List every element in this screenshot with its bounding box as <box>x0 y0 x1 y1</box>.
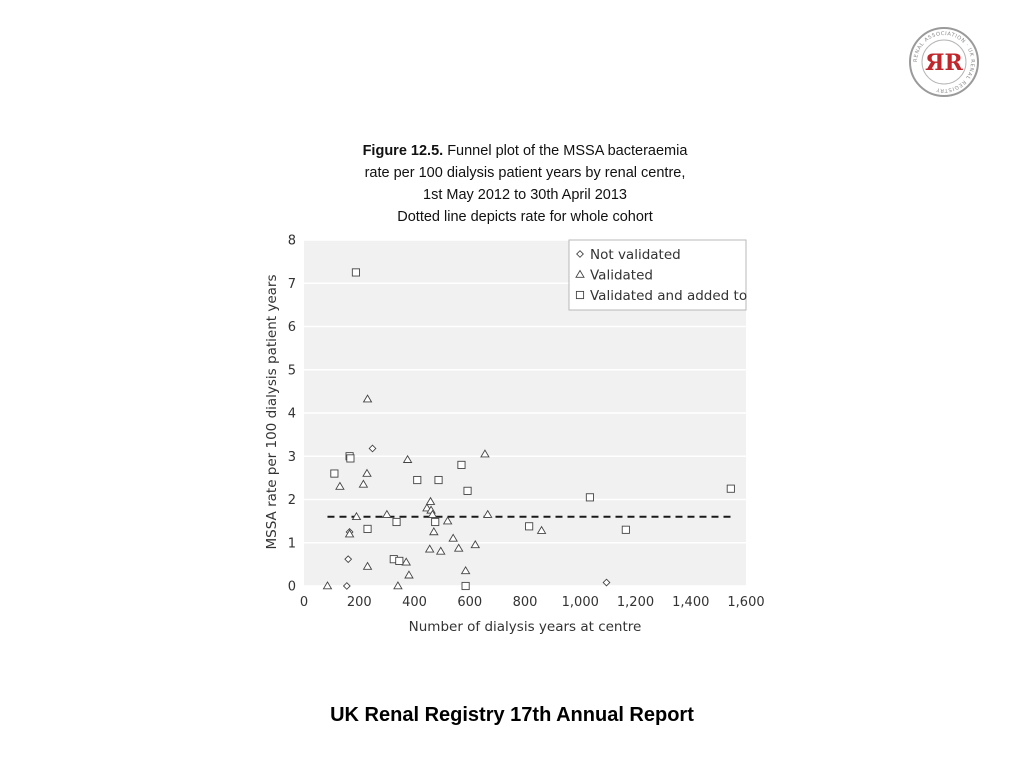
square-point <box>463 486 472 495</box>
square-point <box>395 556 404 565</box>
square-point <box>726 484 735 493</box>
caption-title: Funnel plot of the MSSA bacteraemia <box>443 143 688 159</box>
diamond-point <box>368 444 377 453</box>
square-point <box>461 581 470 591</box>
triangle-point <box>401 557 411 566</box>
caption-line-2: rate per 100 dialysis patient years by r… <box>364 165 686 181</box>
triangle-point <box>362 394 373 403</box>
triangle-point <box>460 565 471 575</box>
triangle-point <box>448 533 458 542</box>
triangle-point <box>404 570 414 579</box>
logo-letters: ЯR <box>925 50 963 76</box>
square-point <box>346 454 355 463</box>
y-tick-label: 8 <box>288 234 296 249</box>
square-point <box>431 517 440 527</box>
x-tick-label: 1,000 <box>562 595 599 610</box>
figure-label: Figure 12.5. <box>362 143 444 159</box>
x-tick-label: 800 <box>513 595 538 610</box>
triangle-point <box>536 525 547 534</box>
y-tick-label: 3 <box>288 450 296 465</box>
square-point <box>525 522 534 531</box>
legend-box <box>568 239 747 311</box>
triangle-point <box>402 454 413 463</box>
triangle-point <box>480 449 490 458</box>
triangle-point <box>362 468 372 477</box>
legend: Not validated Validated Validated and adde… <box>568 239 747 311</box>
caption-line-4: Dotted line depicts rate for whole cohor… <box>397 209 653 225</box>
x-axis-label: Number of dialysis years at centre <box>409 619 642 635</box>
x-tick-label: 0 <box>300 595 308 610</box>
y-tick-label: 0 <box>288 580 296 595</box>
y-tick-label: 2 <box>288 493 296 508</box>
triangle-point <box>382 509 392 518</box>
grid-lines <box>304 239 746 587</box>
diamond-point <box>602 578 611 587</box>
triangle-point <box>453 543 464 552</box>
square-point <box>621 525 630 534</box>
legend-triangle-icon <box>575 269 585 278</box>
legend-diamond-icon <box>576 250 584 258</box>
x-tick-label: 400 <box>402 595 427 610</box>
triangle-point <box>427 509 438 518</box>
renal-registry-logo: RENAL ASSOCIATION · UK RENAL REGISTRY ЯR <box>908 26 980 98</box>
square-point <box>363 524 372 533</box>
x-tick-label: 600 <box>457 595 482 610</box>
triangle-point <box>425 496 436 505</box>
x-tick-label: 1,600 <box>727 595 764 610</box>
triangle-point <box>482 509 493 518</box>
x-tick-label: 1,200 <box>617 595 654 610</box>
y-tick-label: 1 <box>288 536 296 551</box>
footer-title: UK Renal Registry 17th Annual Report <box>330 704 694 726</box>
legend-square-icon <box>575 290 585 300</box>
triangle-point <box>470 540 481 549</box>
diamond-point <box>342 582 351 590</box>
triangle-point <box>362 561 373 570</box>
x-tick-label: 200 <box>347 595 372 610</box>
triangle-point <box>435 546 446 555</box>
renal-registry-logo-icon: RENAL ASSOCIATION · UK RENAL REGISTRY ЯR <box>909 27 979 97</box>
triangle-point <box>322 581 333 590</box>
triangle-point <box>335 481 345 490</box>
square-point <box>392 517 401 527</box>
legend-entry-label: Validated and added to <box>590 288 747 304</box>
y-axis-label: MSSA rate per 100 dialysis patient years <box>264 275 280 550</box>
square-point <box>457 460 466 469</box>
square-point <box>434 475 443 485</box>
square-point <box>351 268 360 277</box>
y-tick-label: 4 <box>288 407 296 422</box>
figure-caption: Figure 12.5. Funnel plot of the MSSA bac… <box>300 140 750 228</box>
funnel-plot: 0 1 2 3 4 5 6 7 8 0 200 400 600 800 1,000 1,200 1,400 1,6… <box>264 234 765 636</box>
y-tick-label: 7 <box>288 277 296 292</box>
square-point <box>413 475 422 485</box>
caption-line-3: 1st May 2012 to 30th April 2013 <box>423 187 627 203</box>
x-tick-label: 1,400 <box>672 595 709 610</box>
y-tick-label: 6 <box>288 320 296 335</box>
triangle-point <box>358 479 369 488</box>
legend-entry-label: Not validated <box>590 247 681 263</box>
triangle-point <box>393 581 403 590</box>
axes: 0 1 2 3 4 5 6 7 8 0 200 400 600 800 1,000 1,200 1,400 1,6… <box>288 234 765 611</box>
triangle-point <box>344 529 355 538</box>
legend-entry-label: Validated <box>590 268 653 284</box>
triangle-point <box>351 511 362 521</box>
triangle-point <box>429 527 439 536</box>
diamond-point <box>344 555 353 564</box>
triangle-point <box>424 544 435 553</box>
caption-line-1: Figure 12.5. Funnel plot of the MSSA bac… <box>300 140 750 162</box>
square-point <box>330 469 339 478</box>
y-tick-label: 5 <box>288 363 296 378</box>
data-points <box>322 268 735 591</box>
triangle-point <box>442 516 453 525</box>
square-point <box>585 493 594 502</box>
